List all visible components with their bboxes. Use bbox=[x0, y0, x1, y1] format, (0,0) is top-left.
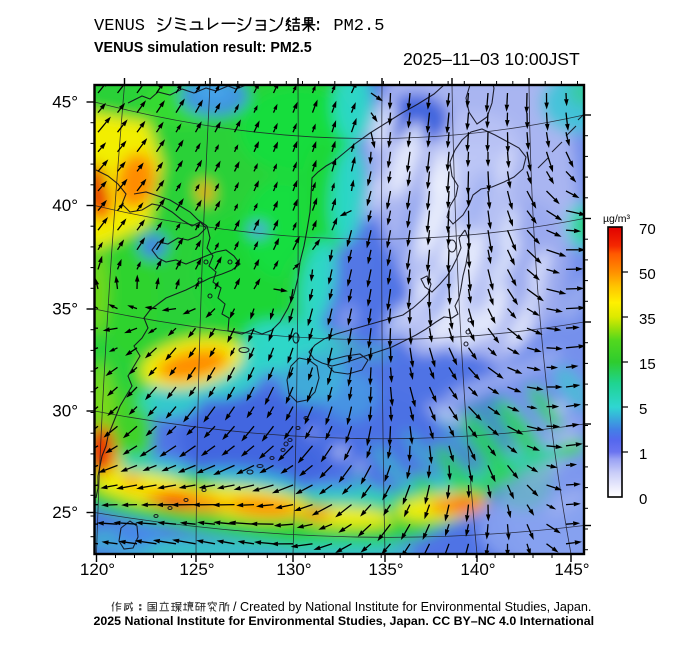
svg-text:120°: 120° bbox=[80, 560, 115, 579]
svg-text:140°: 140° bbox=[460, 560, 495, 579]
svg-text:70: 70 bbox=[639, 221, 656, 238]
svg-text:35°: 35° bbox=[52, 300, 78, 319]
svg-text:35: 35 bbox=[639, 311, 656, 328]
svg-text:30°: 30° bbox=[52, 402, 78, 421]
svg-text:: PM2.5: : PM2.5 bbox=[313, 17, 384, 36]
svg-text:2025 National Institute for En: 2025 National Institute for Environmenta… bbox=[94, 614, 595, 628]
svg-text:VENUS simulation result: PM2.5: VENUS simulation result: PM2.5 bbox=[94, 40, 312, 56]
svg-text:/ Created by National Institut: / Created by National Institute for Envi… bbox=[233, 600, 591, 614]
svg-text:135°: 135° bbox=[368, 560, 403, 579]
svg-text:µg/m³: µg/m³ bbox=[603, 213, 631, 225]
svg-text:2025–11–03 10:00JST: 2025–11–03 10:00JST bbox=[403, 49, 580, 69]
svg-text:50: 50 bbox=[639, 266, 656, 283]
svg-text:5: 5 bbox=[639, 401, 647, 418]
svg-text:145°: 145° bbox=[554, 560, 589, 579]
svg-text:0: 0 bbox=[639, 491, 647, 508]
svg-text:130°: 130° bbox=[276, 560, 311, 579]
svg-text:40°: 40° bbox=[52, 196, 78, 215]
svg-text:125°: 125° bbox=[179, 560, 214, 579]
svg-text:1: 1 bbox=[639, 446, 647, 463]
svg-text:25°: 25° bbox=[52, 503, 78, 522]
svg-text:15: 15 bbox=[639, 356, 656, 373]
svg-text:45°: 45° bbox=[52, 93, 78, 112]
svg-text:VENUS: VENUS bbox=[94, 17, 145, 36]
